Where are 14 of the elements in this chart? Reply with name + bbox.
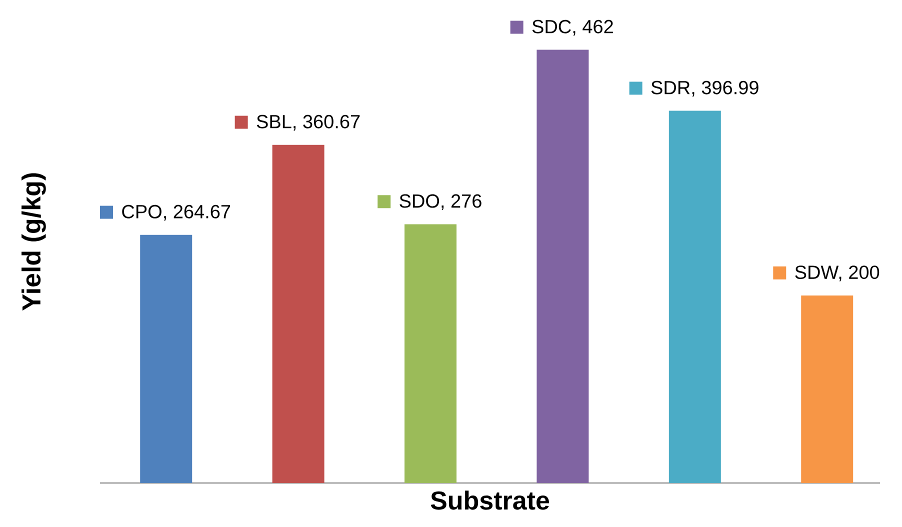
bar <box>536 50 589 483</box>
data-label: SDW, 200 <box>795 266 880 282</box>
data-label: SDO, 276 <box>400 194 482 210</box>
bar <box>668 110 721 483</box>
bar <box>272 144 324 483</box>
data-label: SDC, 462 <box>532 20 613 36</box>
y-axis-title: Yield (g/kg) <box>22 173 46 311</box>
x-axis-title: Substrate <box>430 490 550 510</box>
bar <box>140 234 192 483</box>
data-label: CPO, 264.67 <box>122 204 230 221</box>
bar <box>801 295 854 483</box>
data-label: SBL, 360.67 <box>256 114 360 131</box>
data-label: SDR, 396.99 <box>651 80 758 97</box>
bar <box>404 224 457 483</box>
